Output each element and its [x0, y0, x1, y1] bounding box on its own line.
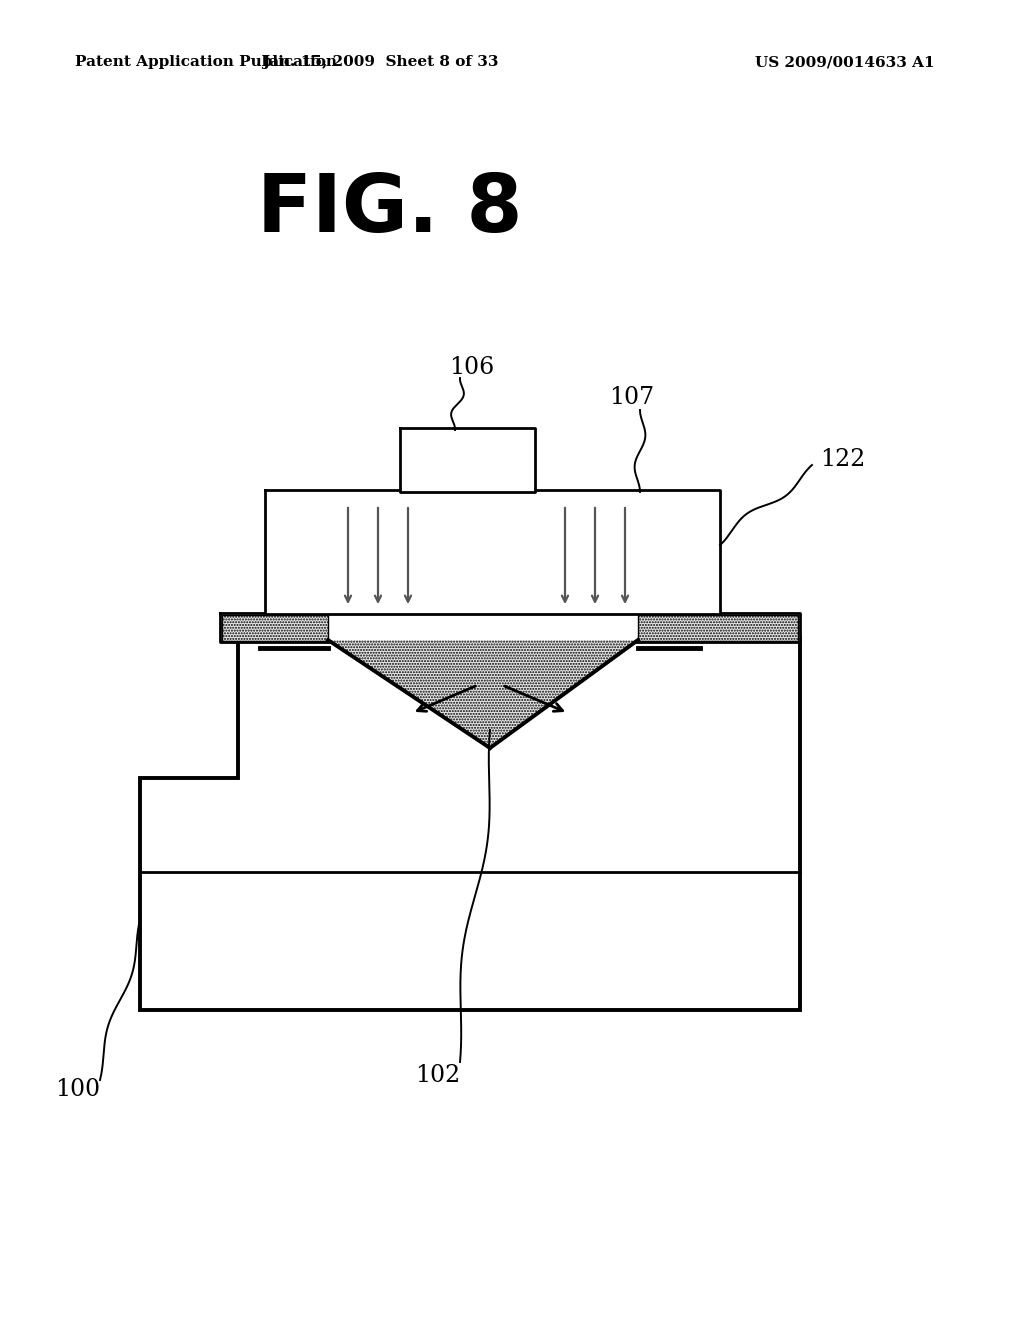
Text: Jan. 15, 2009  Sheet 8 of 33: Jan. 15, 2009 Sheet 8 of 33	[262, 55, 499, 69]
Text: US 2009/0014633 A1: US 2009/0014633 A1	[755, 55, 935, 69]
Polygon shape	[220, 612, 800, 642]
Text: 107: 107	[609, 387, 654, 409]
Text: 100: 100	[55, 1078, 100, 1101]
Polygon shape	[265, 490, 720, 614]
Bar	[638, 615, 798, 642]
Polygon shape	[400, 428, 535, 492]
Polygon shape	[328, 640, 638, 748]
Polygon shape	[140, 638, 800, 1010]
Text: Patent Application Publication: Patent Application Publication	[75, 55, 337, 69]
Text: 102: 102	[416, 1064, 461, 1086]
Bar	[222, 615, 328, 642]
Text: 122: 122	[820, 449, 865, 471]
Text: FIG. 8: FIG. 8	[257, 172, 522, 249]
Text: 106: 106	[450, 356, 495, 380]
